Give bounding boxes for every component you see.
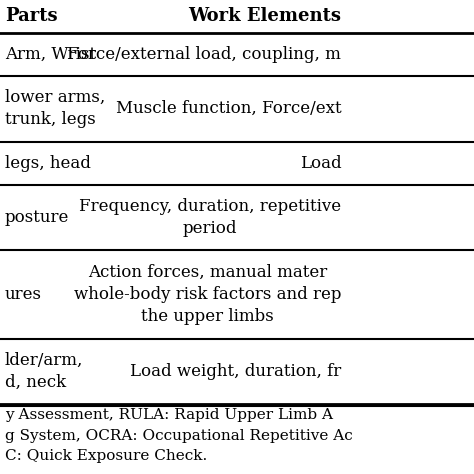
Text: Action forces, manual mater
whole-body risk factors and rep
the upper limbs: Action forces, manual mater whole-body r… bbox=[74, 264, 341, 325]
Text: lower arms,
trunk, legs: lower arms, trunk, legs bbox=[5, 89, 105, 128]
Text: Load weight, duration, fr: Load weight, duration, fr bbox=[130, 363, 341, 380]
Text: lder/arm,
d, neck: lder/arm, d, neck bbox=[5, 352, 83, 391]
Text: legs, head: legs, head bbox=[5, 155, 91, 172]
Text: Muscle function, Force/ext: Muscle function, Force/ext bbox=[116, 100, 341, 117]
Text: Force/external load, coupling, m: Force/external load, coupling, m bbox=[67, 46, 341, 63]
Text: y Assessment, RULA: Rapid Upper Limb A: y Assessment, RULA: Rapid Upper Limb A bbox=[5, 408, 333, 422]
Text: Work Elements: Work Elements bbox=[188, 8, 341, 26]
Text: ures: ures bbox=[5, 286, 42, 303]
Text: Load: Load bbox=[300, 155, 341, 172]
Text: g System, OCRA: Occupational Repetitive Ac: g System, OCRA: Occupational Repetitive … bbox=[5, 429, 353, 443]
Text: Frequency, duration, repetitive
period: Frequency, duration, repetitive period bbox=[79, 198, 341, 237]
Text: Parts: Parts bbox=[5, 8, 57, 26]
Text: C: Quick Exposure Check.: C: Quick Exposure Check. bbox=[5, 449, 207, 463]
Text: posture: posture bbox=[5, 209, 69, 226]
Text: Arm, Wrist: Arm, Wrist bbox=[5, 46, 96, 63]
